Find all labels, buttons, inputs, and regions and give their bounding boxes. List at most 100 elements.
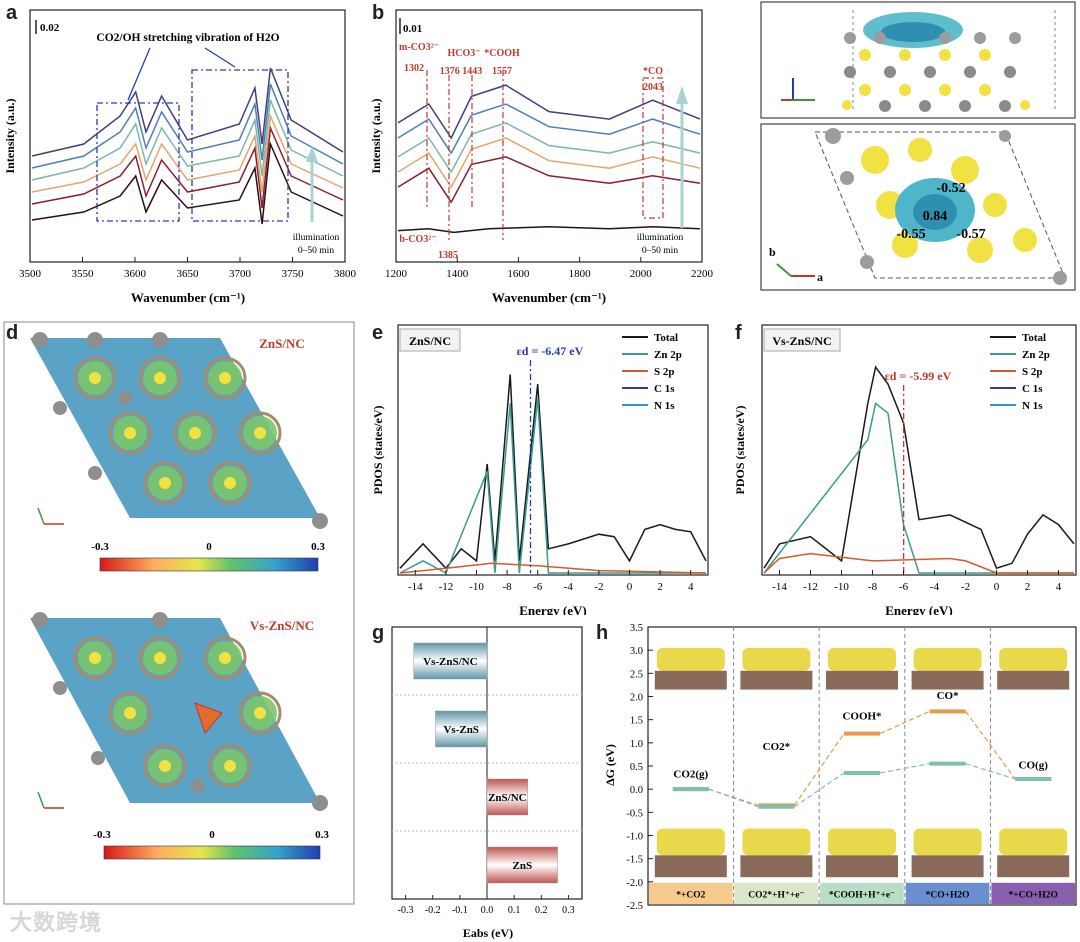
panel-d-top-title: ZnS/NC <box>259 336 305 351</box>
panel-g-bar-label-3: ZnS/NC <box>488 792 527 804</box>
panel-h-slab-base-4-0 <box>997 670 1070 690</box>
panel-b-peak-2-name: HCO3⁻ <box>447 48 480 59</box>
panel-h-ytick-label-0: 3.5 <box>630 623 643 634</box>
panel-e-tag: ZnS/NC <box>409 334 451 348</box>
panel-h-slab-base-4-1 <box>997 855 1070 878</box>
panel-a-scale-bar: 0.02 <box>40 22 60 34</box>
panel-a-xlabel: Wavenumber (cm⁻¹) <box>131 290 245 305</box>
panel-g-xtick-label-4: 0.1 <box>508 905 520 916</box>
panel-f-legend-label-4: N 1s <box>1022 400 1043 412</box>
panel-h-connector-1-4 <box>965 710 1016 780</box>
panel-h-slab-base-1-0 <box>740 670 813 690</box>
panel-g-bar-label-1: Vs-ZnS/NC <box>423 656 477 668</box>
panel-f-series-3 <box>763 552 1074 574</box>
panel-a-ylabel: Intensity (a.u.) <box>3 98 17 173</box>
panel-e-series-2 <box>399 398 706 575</box>
panel-h-state-label-5: CO(g) <box>1019 759 1049 771</box>
panel-e-xlabel: Energy (eV) <box>519 603 587 615</box>
panel-a-label: a <box>6 2 18 24</box>
panel-e-label: e <box>372 322 384 344</box>
panel-e-legend-label-4: N 1s <box>654 400 675 412</box>
panel-e-xtick-label-5: -4 <box>564 581 574 593</box>
panel-e-series-1 <box>399 374 707 570</box>
panel-e-xtick-label-8: 2 <box>657 581 663 593</box>
panel-h-slab-top-3-1 <box>913 828 982 856</box>
panel-b-peak-4-name: *CO <box>643 66 663 77</box>
panel-f-xtick-label-4: -6 <box>899 581 909 593</box>
panel-e-xtick-label-4: -6 <box>533 581 543 593</box>
panel-f-ed-label: εd = -5.99 eV <box>885 369 952 383</box>
panel-b-label: b <box>372 2 385 24</box>
panel-h-state-label-1: CO2(g) <box>673 769 708 781</box>
panel-h-ytick-label-9: -1.0 <box>626 832 643 843</box>
panel-f-series-1 <box>763 365 1075 570</box>
panel-a-xtick-label-2: 3600 <box>124 268 147 280</box>
panel-a-xtick-label-5: 3750 <box>282 268 305 280</box>
panel-d-bottom-title: Vs-ZnS/NC <box>250 618 314 633</box>
panel-f-legend-label-3: C 1s <box>1022 383 1043 395</box>
panel-f-legend-label-2: S 2p <box>1022 366 1043 378</box>
panel-a-series-3 <box>31 113 344 193</box>
panel-h-slab-base-1-1 <box>740 855 813 878</box>
panel-h-ytick-label-3: 2.0 <box>630 693 643 704</box>
panel-h-ytick-label-1: 3.0 <box>630 646 643 657</box>
panel-b-peak-1-name: m-CO3²⁻ <box>399 42 439 53</box>
panel-h-step-bg-2 <box>734 882 819 904</box>
panel-h-slab-base-3-0 <box>911 670 984 690</box>
panel-b-chart: 0.01 m-CO3²⁻ 1302 HCO3⁻ 1376 1443 *COOH … <box>369 9 714 305</box>
panel-h-slab-top-4-0 <box>999 647 1068 671</box>
panel-c-structures: -0.52 0.84 -0.55 -0.57 b a <box>760 1 1076 291</box>
panel-h-label: h <box>596 622 609 644</box>
panel-d-bottom-cbar-max: 0.3 <box>315 829 329 841</box>
panel-a-series-6 <box>31 67 344 157</box>
panel-e-legend-label-2: S 2p <box>654 366 675 378</box>
panel-b-ylabel: Intensity (a.u.) <box>369 98 383 173</box>
panel-b-xtick-label-1: 1400 <box>446 268 469 280</box>
panel-h-step-bg-3 <box>820 882 904 904</box>
panel-a-series-5 <box>31 83 344 169</box>
panel-b-peak-3-value: 1557 <box>492 66 512 77</box>
panel-d-top-cbar-max: 0.3 <box>311 541 325 553</box>
panel-b-series-5 <box>397 103 701 155</box>
panel-f-series-2 <box>763 402 1074 574</box>
panel-b-xlabel: Wavenumber (cm⁻¹) <box>492 290 606 305</box>
panel-g-bar-1 <box>413 642 488 680</box>
panel-h-slab-base-0-1 <box>654 855 727 878</box>
panel-b-scale-bar: 0.01 <box>403 23 422 35</box>
panel-e-xtick-label-6: -2 <box>594 581 603 593</box>
panel-h-step-label-4: *CO+H2O <box>926 890 970 900</box>
panel-f-xtick-label-8: 2 <box>1025 581 1031 593</box>
panel-d-maps: ZnS/NC -0.3 0 0.3 Vs-ZnS/NC -0.3 0 0.3 <box>3 321 355 905</box>
panel-f-legend-label-0: Total <box>1022 332 1046 344</box>
panel-g-xtick-label-3: 0.0 <box>481 905 494 916</box>
panel-c-top-view: -0.52 0.84 -0.55 -0.57 b a <box>769 128 1067 285</box>
panel-e-xtick-label-3: -8 <box>503 581 513 593</box>
panel-d-top-map: ZnS/NC <box>30 332 328 529</box>
panel-h-slab-base-3-1 <box>911 855 984 878</box>
panel-f-xtick-label-9: 4 <box>1056 581 1062 593</box>
panel-a-chart: 0.02 CO2/OH stretching vibration of H2O … <box>3 9 357 305</box>
panel-d-label: d <box>6 322 19 344</box>
panel-g-bar-label-2: Vs-ZnS <box>443 724 478 736</box>
panel-h-ytick-label-7: 0.0 <box>630 785 643 796</box>
panel-g-xlabel: Eabs (eV) <box>463 926 513 940</box>
panel-e-chart: ZnS/NC εd = -6.47 eV Total Zn 2p S 2p C 1s N… <box>371 324 709 615</box>
panel-c-axis-b: b <box>769 245 776 259</box>
panel-c-charge-1: -0.52 <box>936 181 965 196</box>
panel-g-bar-3 <box>486 778 528 816</box>
panel-h-step-label-2: CO2*+H⁺+e⁻ <box>748 890 804 900</box>
panel-d-top-cbar-mid: 0 <box>206 541 212 553</box>
panel-g-label: g <box>372 622 385 644</box>
panel-b-xtick-label-0: 1200 <box>385 268 408 280</box>
panel-c-charge-3: -0.55 <box>896 227 925 242</box>
panel-a-title: CO2/OH stretching vibration of H2O <box>96 32 279 44</box>
panel-e-ed-label: εd = -6.47 eV <box>517 344 584 358</box>
panel-e-xtick-label-7: 0 <box>627 581 633 593</box>
panel-f-legend-label-1: Zn 2p <box>1022 349 1050 361</box>
panel-g-xtick-label-6: 0.3 <box>562 905 575 916</box>
panel-h-ytick-label-5: 1.0 <box>630 739 643 750</box>
panel-g-xtick-label-2: -0.1 <box>452 905 468 916</box>
panel-f-xtick-label-6: -2 <box>961 581 970 593</box>
panel-h-connector-2-4 <box>965 763 1016 780</box>
panel-a-note-1: illumination <box>293 233 340 243</box>
